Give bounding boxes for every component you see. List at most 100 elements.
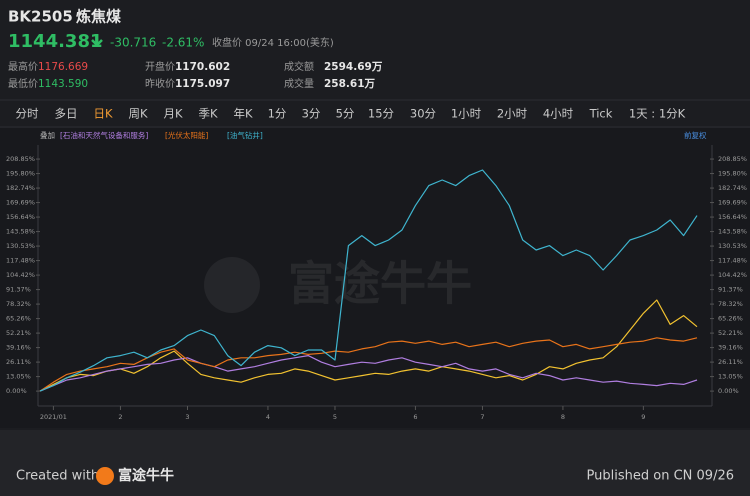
stat-value: 258.61万 [324, 78, 376, 90]
legend-entry[interactable]: [石油和天然气设备和服务] [60, 130, 148, 140]
y-tick-label: 65.26% [6, 315, 31, 323]
x-tick-label: 9 [641, 413, 645, 421]
y-tick-label: 208.85% [6, 155, 35, 163]
series-line [39, 169, 698, 392]
y-tick-label: 104.42% [6, 271, 35, 279]
y-tick-label: 143.58% [6, 228, 35, 236]
price-change-pct: -2.61% [162, 36, 204, 50]
period-tab[interactable]: 1小时 [451, 107, 482, 121]
x-tick-label: 3 [185, 413, 189, 421]
x-tick-label: 7 [480, 413, 484, 421]
stat-label: 最高价 [8, 60, 38, 73]
y-tick-label: 13.05% [6, 373, 31, 381]
y-tick-label: 78.32% [718, 300, 743, 308]
x-tick-label: 5 [333, 413, 337, 421]
legend-entry[interactable]: [油气钻井] [227, 130, 263, 140]
period-tab[interactable]: Tick [589, 107, 613, 121]
y-tick-label: 156.64% [718, 213, 747, 221]
x-tick-label: 2 [118, 413, 122, 421]
overlay-label[interactable]: 叠加 [40, 130, 55, 140]
y-tick-label: 39.16% [718, 344, 743, 352]
y-tick-label: 195.80% [6, 170, 35, 178]
period-tab[interactable]: 月K [163, 107, 182, 121]
plot: 0.00% 0.00% 13.05% 13.05% 26.11% 26.11% 39.16%… [6, 145, 747, 421]
series-line [39, 355, 698, 392]
period-tab[interactable]: 4小时 [543, 107, 574, 121]
x-tick-label: 8 [561, 413, 565, 421]
period-tab[interactable]: 3分 [302, 107, 321, 121]
published: Published on CN 09/26 [587, 469, 734, 484]
brand: 富途牛牛 [118, 467, 174, 484]
stat-value: 2594.69万 [324, 61, 383, 73]
y-tick-label: 169.69% [6, 199, 35, 207]
stat-value: 1176.669 [38, 61, 88, 73]
y-tick-label: 78.32% [6, 300, 31, 308]
period-tab[interactable]: 日K [93, 107, 112, 121]
y-tick-label: 39.16% [6, 344, 31, 352]
period-tab[interactable]: 季K [198, 107, 217, 121]
y-tick-label: 26.11% [6, 358, 31, 366]
y-tick-label: 130.53% [718, 242, 747, 250]
footer-bar [0, 430, 750, 496]
period-tabs: 分时 多日 日K 周K 月K 季K 年K 1分 3分 5分 15分 30分 1小时 2小时 4小时 Tick 1… [16, 107, 686, 121]
y-tick-label: 104.42% [718, 271, 747, 279]
period-tab[interactable]: 2小时 [497, 107, 528, 121]
period-tab[interactable]: 多日 [55, 107, 78, 121]
stock-name: 炼焦煤 [76, 8, 121, 26]
watermark-logo [204, 257, 260, 313]
period-tab[interactable]: 年K [233, 107, 252, 121]
x-tick-label: 4 [266, 413, 270, 421]
period-tab[interactable]: 30分 [410, 107, 437, 121]
price-change: -30.716 [110, 36, 156, 50]
chart-panel [0, 128, 750, 428]
y-tick-label: 195.80% [718, 170, 747, 178]
created-with: Created with [16, 469, 99, 484]
series-line [39, 299, 698, 392]
stat-label: 成交额 [284, 60, 314, 73]
y-tick-label: 52.21% [718, 329, 743, 337]
y-tick-label: 52.21% [6, 329, 31, 337]
price: 1144.381 [8, 31, 103, 52]
y-tick-label: 182.74% [718, 184, 747, 192]
status: 收盘价 09/24 16:00(美东) [212, 36, 334, 49]
legend: [石油和天然气设备和服务] [光伏太阳能] [油气钻井] [60, 130, 263, 140]
y-tick-label: 0.00% [718, 387, 739, 395]
stat-value: 1143.590 [38, 78, 88, 90]
period-tab[interactable]: 15分 [368, 107, 395, 121]
stat-value: 1175.097 [175, 78, 230, 90]
x-tick-label: 6 [413, 413, 417, 421]
y-tick-label: 91.37% [6, 286, 31, 294]
stat-value: 1170.602 [175, 61, 230, 73]
period-tab[interactable]: 分时 [16, 107, 39, 121]
y-tick-label: 156.64% [6, 213, 35, 221]
y-tick-label: 169.69% [718, 199, 747, 207]
y-tick-label: 143.58% [718, 228, 747, 236]
x-tick-label: 2021/01 [40, 413, 67, 421]
y-tick-label: 65.26% [718, 315, 743, 323]
brand-logo [96, 467, 114, 485]
y-tick-label: 130.53% [6, 242, 35, 250]
y-tick-label: 117.48% [6, 257, 35, 265]
y-tick-label: 208.85% [718, 155, 747, 163]
period-tab[interactable]: 1分 [268, 107, 287, 121]
stock-code: BK2505 [8, 8, 73, 26]
period-tab[interactable]: 1天 : 1分K [629, 107, 686, 121]
y-tick-label: 13.05% [718, 373, 743, 381]
watermark: 富途牛牛 [288, 257, 472, 311]
period-tab[interactable]: 5分 [336, 107, 355, 121]
down-arrow [91, 34, 103, 47]
stat-label: 昨收价 [145, 77, 175, 90]
y-tick-label: 0.00% [6, 387, 27, 395]
y-tick-label: 117.48% [718, 257, 747, 265]
stat-label: 最低价 [8, 77, 38, 90]
stat-label: 成交量 [284, 77, 314, 90]
adjust-mode[interactable]: 前复权 [684, 130, 707, 140]
legend-entry[interactable]: [光伏太阳能] [165, 130, 208, 140]
period-tab[interactable]: 周K [128, 107, 147, 121]
y-tick-label: 26.11% [718, 358, 743, 366]
y-tick-label: 91.37% [718, 286, 743, 294]
y-tick-label: 182.74% [6, 184, 35, 192]
stat-label: 开盘价 [145, 60, 175, 73]
